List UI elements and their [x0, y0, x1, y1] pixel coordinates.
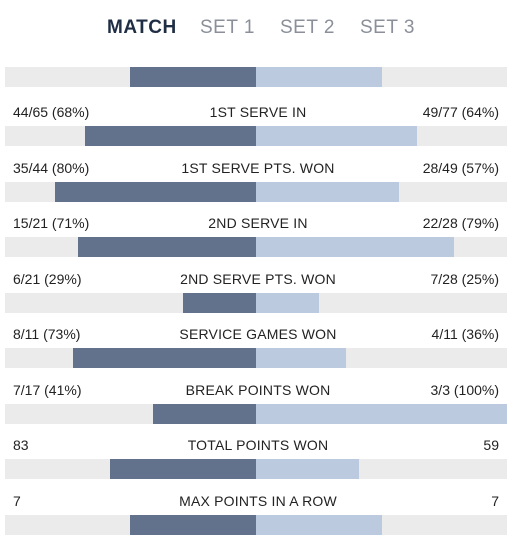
- stat-bar-left: [55, 182, 256, 202]
- stat-bar-right: [256, 404, 507, 424]
- stat-label: TOTAL POINTS WON: [187, 437, 329, 453]
- stat-bar-track: [5, 348, 507, 368]
- stat-bar-right: [256, 237, 454, 257]
- stat-right-value: 4/11 (36%): [431, 326, 499, 342]
- stat-bar-left: [110, 459, 256, 479]
- stat-bar-right: [256, 182, 399, 202]
- stat-right-value: 59: [483, 437, 499, 453]
- stat-bar-right: [256, 348, 346, 368]
- stat-label: SERVICE GAMES WON: [179, 326, 337, 342]
- stats-list: 44/65 (68%) 1ST SERVE IN 49/77 (64%) 35/…: [0, 45, 516, 535]
- stat-left-value: 7: [13, 493, 21, 509]
- stat-right-value: 7: [491, 493, 499, 509]
- stat-bar-track: [5, 126, 507, 146]
- stat-bar-right: [256, 459, 359, 479]
- stat-row: 35/44 (80%) 1ST SERVE PTS. WON 28/49 (57…: [0, 160, 516, 216]
- stat-bar-track: [5, 182, 507, 202]
- tab-match[interactable]: MATCH: [107, 17, 177, 38]
- stat-label: 2ND SERVE PTS. WON: [180, 271, 336, 287]
- stat-left-value: 15/21 (71%): [13, 215, 90, 231]
- stat-bar-right: [256, 515, 382, 535]
- stat-left-value: 8/11 (73%): [13, 326, 81, 342]
- stat-right-value: 3/3 (100%): [430, 382, 499, 398]
- tab-set-3[interactable]: SET 3: [360, 17, 415, 38]
- stat-bar-track: [5, 293, 507, 313]
- stat-right-value: 28/49 (57%): [422, 160, 499, 176]
- stat-label: MAX POINTS IN A ROW: [179, 493, 337, 509]
- stat-bar-track: [5, 404, 507, 424]
- stat-left-value: 44/65 (68%): [13, 104, 90, 120]
- stat-bar-left: [130, 515, 256, 535]
- stat-bar-track: [5, 459, 507, 479]
- stat-row: 8/11 (73%) SERVICE GAMES WON 4/11 (36%): [0, 326, 516, 382]
- stat-right-value: 7/28 (25%): [430, 271, 499, 287]
- stat-row: 83 TOTAL POINTS WON 59: [0, 437, 516, 493]
- tab-set-2[interactable]: SET 2: [280, 17, 335, 38]
- stat-row: 15/21 (71%) 2ND SERVE IN 22/28 (79%): [0, 215, 516, 271]
- stat-bar-track: [5, 67, 507, 87]
- stat-bar-track: [5, 515, 507, 535]
- stat-left-value: 7/17 (41%): [13, 382, 82, 398]
- stat-bar-right: [256, 126, 417, 146]
- stat-row: 6/21 (29%) 2ND SERVE PTS. WON 7/28 (25%): [0, 271, 516, 327]
- stat-bar-left: [153, 404, 256, 424]
- stat-label: 1ST SERVE PTS. WON: [181, 160, 335, 176]
- stat-row: [0, 45, 516, 101]
- stat-bar-left: [130, 67, 256, 87]
- stat-row: 44/65 (68%) 1ST SERVE IN 49/77 (64%): [0, 104, 516, 160]
- stat-left-value: 35/44 (80%): [13, 160, 90, 176]
- stat-left-value: 6/21 (29%): [13, 271, 82, 287]
- stat-left-value: 83: [13, 437, 29, 453]
- stat-label: BREAK POINTS WON: [185, 382, 331, 398]
- stat-bar-left: [183, 293, 256, 313]
- stat-bar-track: [5, 237, 507, 257]
- stat-right-value: 49/77 (64%): [422, 104, 499, 120]
- stat-label: 2ND SERVE IN: [208, 215, 308, 231]
- stat-row: 7 MAX POINTS IN A ROW 7: [0, 493, 516, 549]
- stat-bar-left: [85, 126, 256, 146]
- stat-label: 1ST SERVE IN: [209, 104, 307, 120]
- stat-bar-left: [78, 237, 256, 257]
- stat-bar-right: [256, 293, 319, 313]
- stat-right-value: 22/28 (79%): [422, 215, 499, 231]
- stat-bar-left: [73, 348, 256, 368]
- stat-row: 7/17 (41%) BREAK POINTS WON 3/3 (100%): [0, 382, 516, 438]
- tab-bar: MATCH SET 1 SET 2 SET 3: [0, 0, 516, 58]
- stat-bar-right: [256, 67, 382, 87]
- tab-set-1[interactable]: SET 1: [200, 17, 255, 38]
